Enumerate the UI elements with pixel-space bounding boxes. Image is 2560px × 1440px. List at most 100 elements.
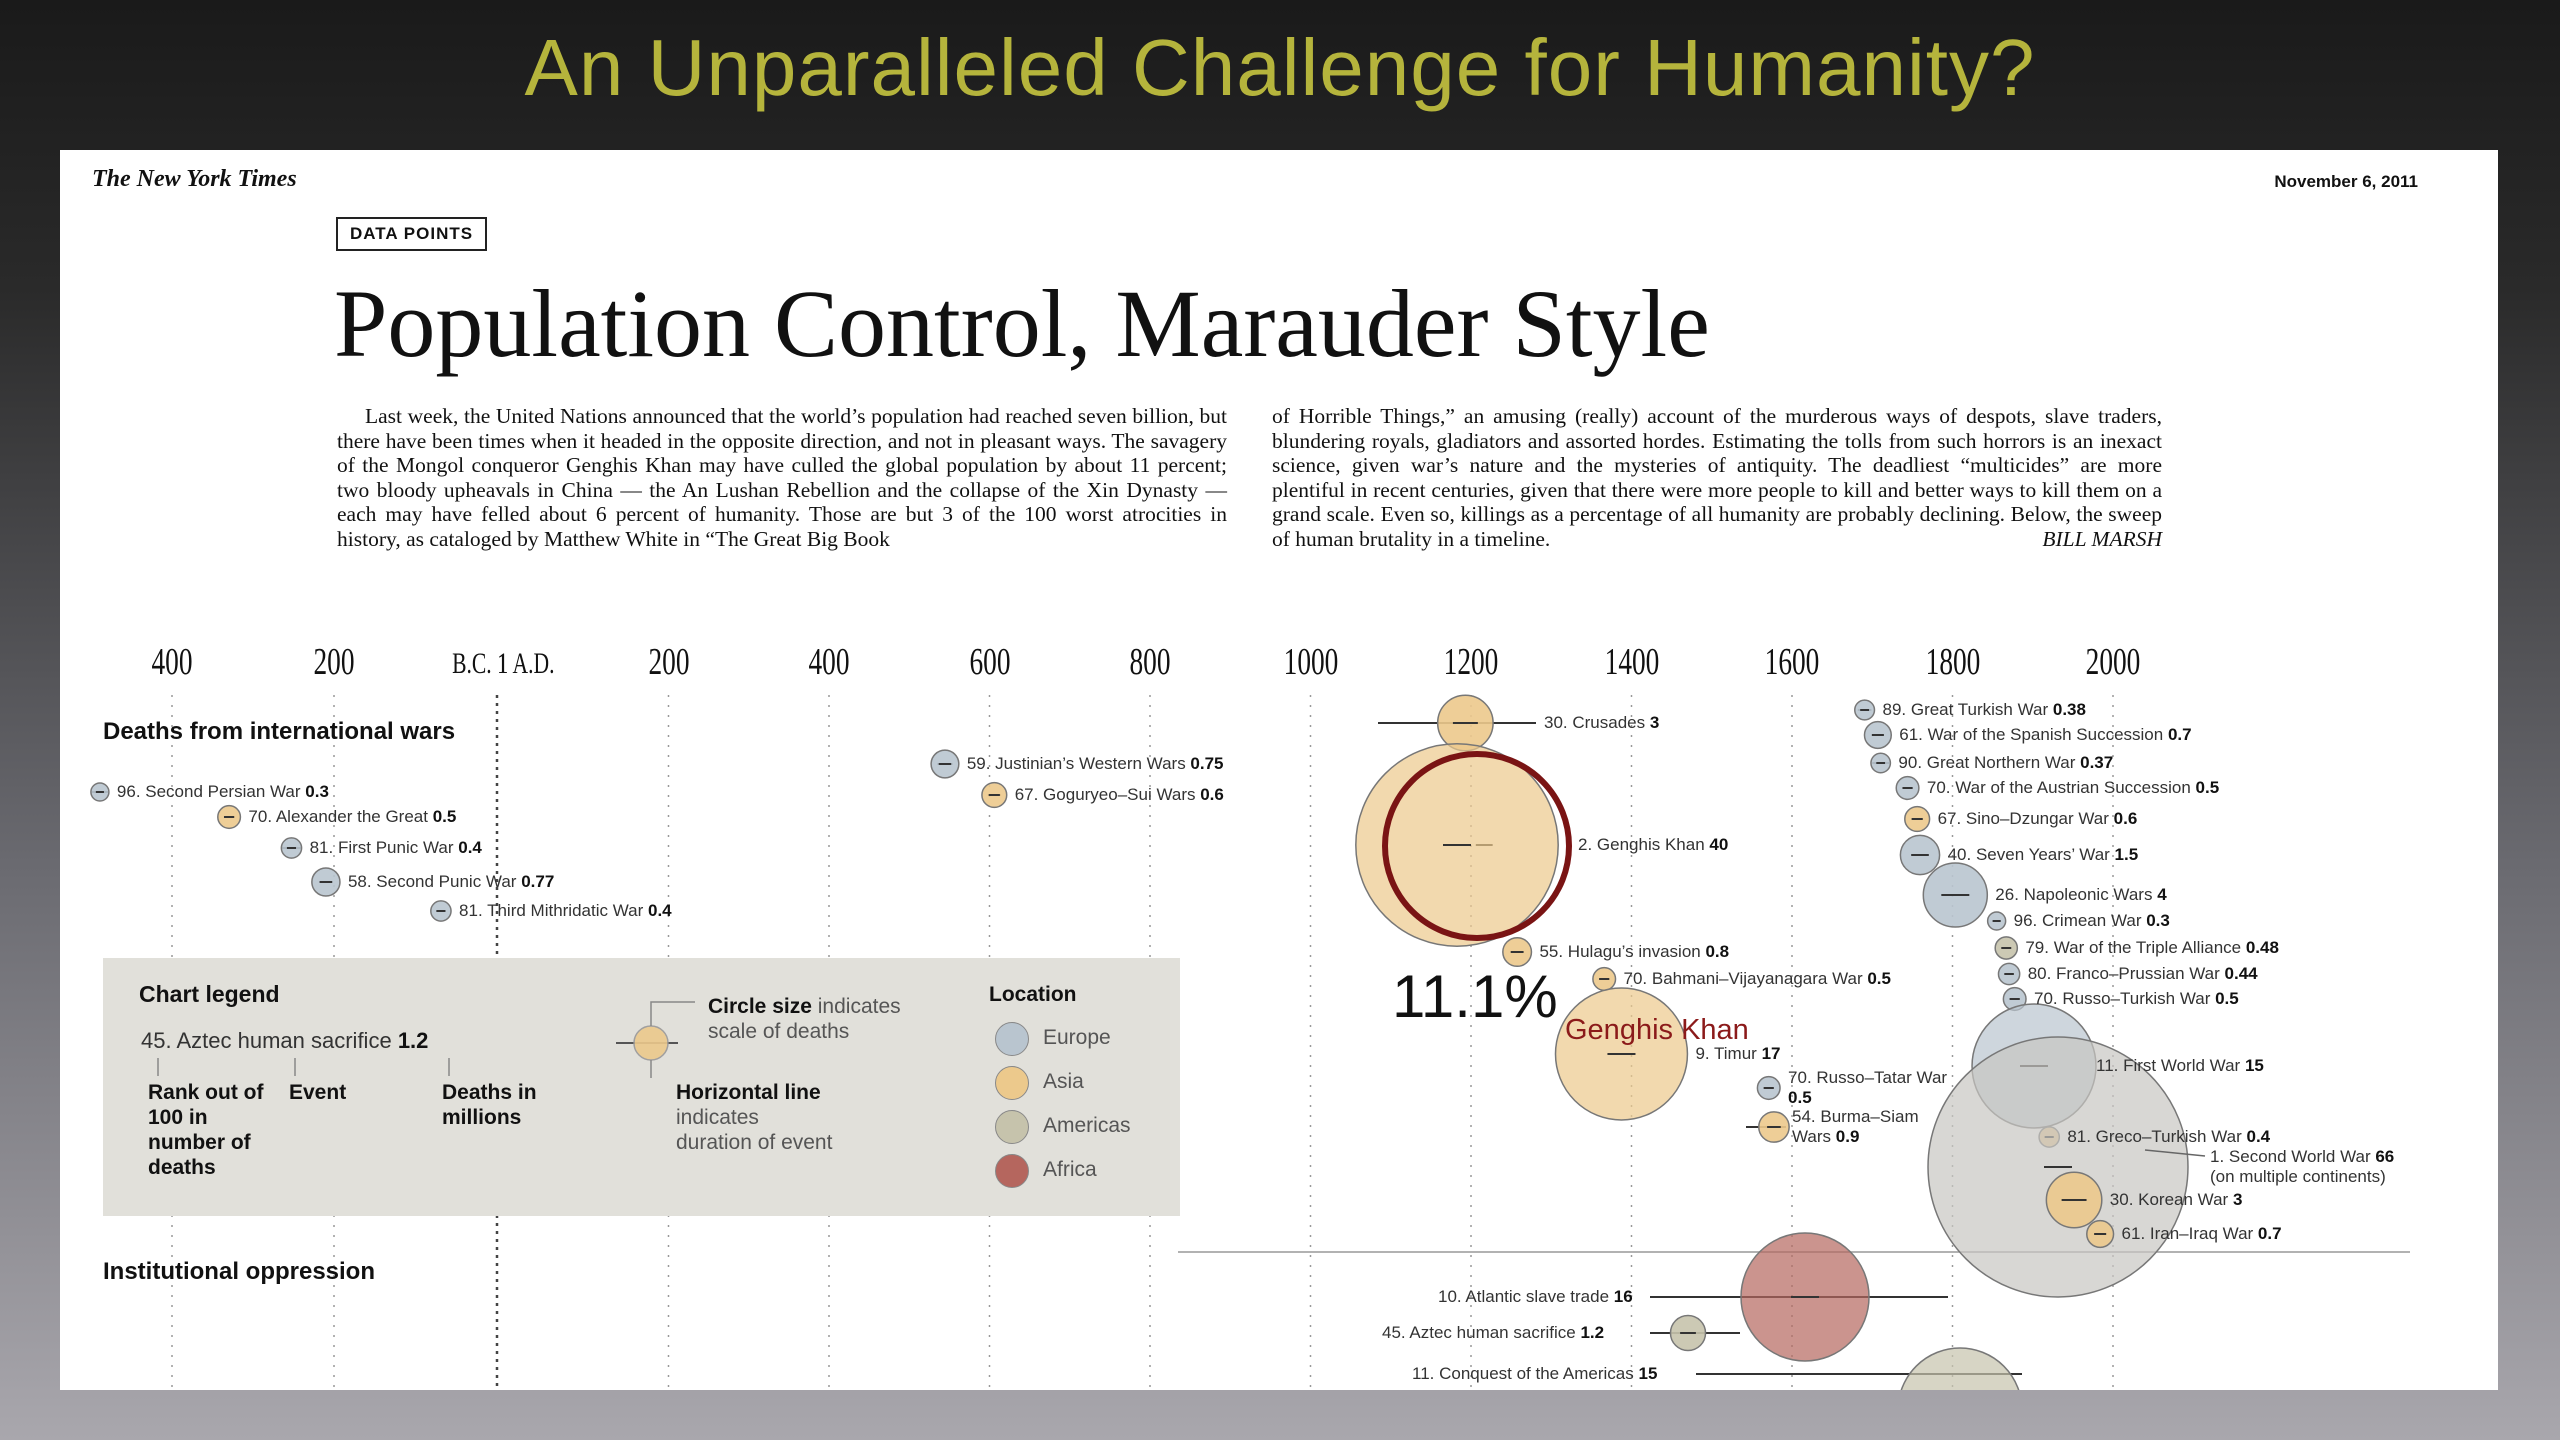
legend-diagram (157, 1001, 695, 1078)
event-label: 30. Crusades 3 (1544, 713, 1659, 733)
event-label-text: 40. Seven Years’ War (1947, 845, 2115, 864)
event-deaths-value: 0.3 (2146, 911, 2170, 930)
event-deaths-value: 0.7 (2257, 1224, 2282, 1243)
callout-ring (1382, 751, 1572, 941)
slide-title: An Unparalleled Challenge for Humanity? (524, 23, 2036, 112)
intro-column-1: Last week, the United Nations announced … (337, 404, 1227, 551)
legend-location-americas: Americas (1043, 1114, 1131, 1137)
event-label-text: 81. Greco–Turkish War (2067, 1127, 2247, 1146)
event-label-text: 11. First World War (2096, 1056, 2245, 1075)
headline: Population Control, Marauder Style (334, 270, 1710, 377)
x-tick-label: 1000 (1283, 641, 1338, 683)
event-label-text: 67. Sino–Dzungar War (1937, 809, 2114, 828)
x-tick-label: 600 (968, 641, 1011, 683)
newspaper-graphic: The New York Times November 6, 2011 DATA… (60, 150, 2498, 1390)
event-label: 58. Second Punic War 0.77 (348, 872, 554, 892)
event-label-text: 70. Bahmani–Vijayanagara War (1623, 969, 1868, 988)
event-label-text: 81. First Punic War (309, 838, 459, 857)
event-label-text: 11. Conquest of the Americas (1412, 1364, 1639, 1383)
event-label: 79. War of the Triple Alliance 0.48 (2025, 938, 2279, 958)
event-deaths-value: 0.5 (1867, 969, 1891, 988)
event-label-text: 81. Third Mithridatic War (459, 901, 648, 920)
masthead: The New York Times (92, 166, 297, 192)
event-deaths-value: 3 (1649, 713, 1660, 732)
event-label-text: 54. Burma–Siam Wars (1792, 1107, 1919, 1146)
event-label: 45. Aztec human sacrifice 1.2 (1382, 1323, 1604, 1343)
section-label: Institutional oppression (103, 1258, 376, 1285)
event-label: 70. Bahmani–Vijayanagara War 0.5 (1624, 969, 1891, 989)
legend-location-europe: Europe (1043, 1026, 1111, 1049)
x-tick-label: 200 (313, 641, 355, 683)
event-label-text: 55. Hulagu’s invasion (1539, 942, 1706, 961)
event-deaths-value: 0.5 (432, 807, 457, 826)
legend-circle-size-note: Circle size indicates scale of deaths (708, 994, 948, 1044)
event-label-text: 30. Crusades (1544, 713, 1650, 732)
event-deaths-value: 0.4 (458, 838, 482, 857)
event-label: 70. Alexander the Great 0.5 (248, 807, 456, 827)
event-label: 70. War of the Austrian Succession 0.5 (1927, 778, 2219, 798)
event-label: 80. Franco–Prussian War 0.44 (2028, 964, 2258, 984)
x-tick-label: 1600 (1764, 641, 1820, 683)
x-tick-label: 400 (808, 641, 850, 683)
event-deaths-value: 0.7 (2167, 725, 2192, 744)
event-label-text: 10. Atlantic slave trade (1438, 1287, 1614, 1306)
event-deaths-value: 0.38 (2052, 700, 2086, 719)
event-label: 2. Genghis Khan 40 (1578, 835, 1728, 855)
event-label-text: 96. Second Persian War (116, 782, 306, 801)
label-leader-line (2144, 1149, 2206, 1157)
event-label-text: 61. Iran–Iraq War (2121, 1224, 2258, 1243)
event-label: 61. War of the Spanish Succession 0.7 (1899, 725, 2191, 745)
event-label-text: 79. War of the Triple Alliance (2025, 938, 2246, 957)
legend-example-value: 1.2 (397, 1028, 429, 1053)
event-deaths-value: 0.4 (647, 901, 672, 920)
event-deaths-value: 15 (2244, 1056, 2264, 1075)
legend-circle-size-bold: Circle size (708, 995, 812, 1018)
event-label: 61. Iran–Iraq War 0.7 (2122, 1224, 2282, 1244)
event-label: 11. Conquest of the Americas 15 (1412, 1364, 1657, 1384)
event-label: 70. Russo–Tatar War 0.5 (1788, 1068, 1948, 1108)
event-label-text: 89. Great Turkish War (1882, 700, 2053, 719)
x-tick-label: 400 (151, 641, 193, 683)
event-deaths-value: 0.77 (521, 872, 555, 891)
legend-swatch-americas (995, 1110, 1029, 1144)
event-label: 10. Atlantic slave trade 16 (1438, 1287, 1633, 1307)
x-tick-label: 2000 (2085, 641, 2141, 683)
callout-name: Genghis Khan (1565, 1014, 1749, 1046)
legend-location-asia: Asia (1043, 1070, 1084, 1093)
event-deaths-value: 0.5 (1788, 1088, 1812, 1107)
data-points-badge: DATA POINTS (336, 217, 488, 251)
event-label: 30. Korean War 3 (2110, 1190, 2243, 1210)
event-deaths-value: 0.5 (2195, 778, 2220, 797)
event-deaths-value: 3 (2232, 1190, 2243, 1209)
event-deaths-value: 1.2 (1580, 1323, 1605, 1342)
intro-column-2-text: of Horrible Things,” an amusing (really)… (1272, 404, 2162, 551)
legend-rank-label: Rank out of 100 in number of deaths (148, 1081, 264, 1179)
event-label: 81. Third Mithridatic War 0.4 (459, 901, 672, 921)
legend-line-bold: Horizontal line (676, 1081, 821, 1104)
legend-event-label: Event (289, 1081, 347, 1104)
legend-example: 45. Aztec human sacrifice 1.2 (141, 1028, 428, 1054)
event-label: 96. Second Persian War 0.3 (117, 782, 329, 802)
event-note: (on multiple continents) (2210, 1167, 2386, 1186)
legend-location-africa: Africa (1043, 1158, 1097, 1181)
event-label-text: 2. Genghis Khan (1578, 835, 1710, 854)
legend-swatch-europe (995, 1022, 1029, 1056)
timeline-plot-area (90, 694, 2410, 1390)
event-label: 90. Great Northern War 0.37 (1898, 753, 2113, 773)
event-label: 40. Seven Years’ War 1.5 (1948, 845, 2139, 865)
callout-percentage: 11.1% (1392, 963, 1558, 1030)
event-label: 96. Crimean War 0.3 (2014, 911, 2170, 931)
event-label-text: 26. Napoleonic Wars (1995, 885, 2158, 904)
event-deaths-value: 0.9 (1835, 1127, 1860, 1146)
event-label: 26. Napoleonic Wars 4 (1995, 885, 2166, 905)
event-label: 70. Russo–Turkish War 0.5 (2034, 989, 2239, 1009)
event-label-text: 59. Justinian’s Western Wars (966, 754, 1191, 773)
event-label-text: 67. Goguryeo–Sui Wars (1014, 785, 1201, 804)
event-deaths-value: 40 (1709, 835, 1729, 854)
event-label: 11. First World War 15 (2096, 1056, 2264, 1076)
event-deaths-value: 16 (1613, 1287, 1633, 1306)
event-deaths-value: 0.48 (2245, 938, 2279, 957)
event-label-text: 30. Korean War (2109, 1190, 2233, 1209)
section-label: Deaths from international wars (103, 718, 456, 745)
chart-legend: Chart legend 45. Aztec human sacrifice 1… (103, 958, 1180, 1216)
